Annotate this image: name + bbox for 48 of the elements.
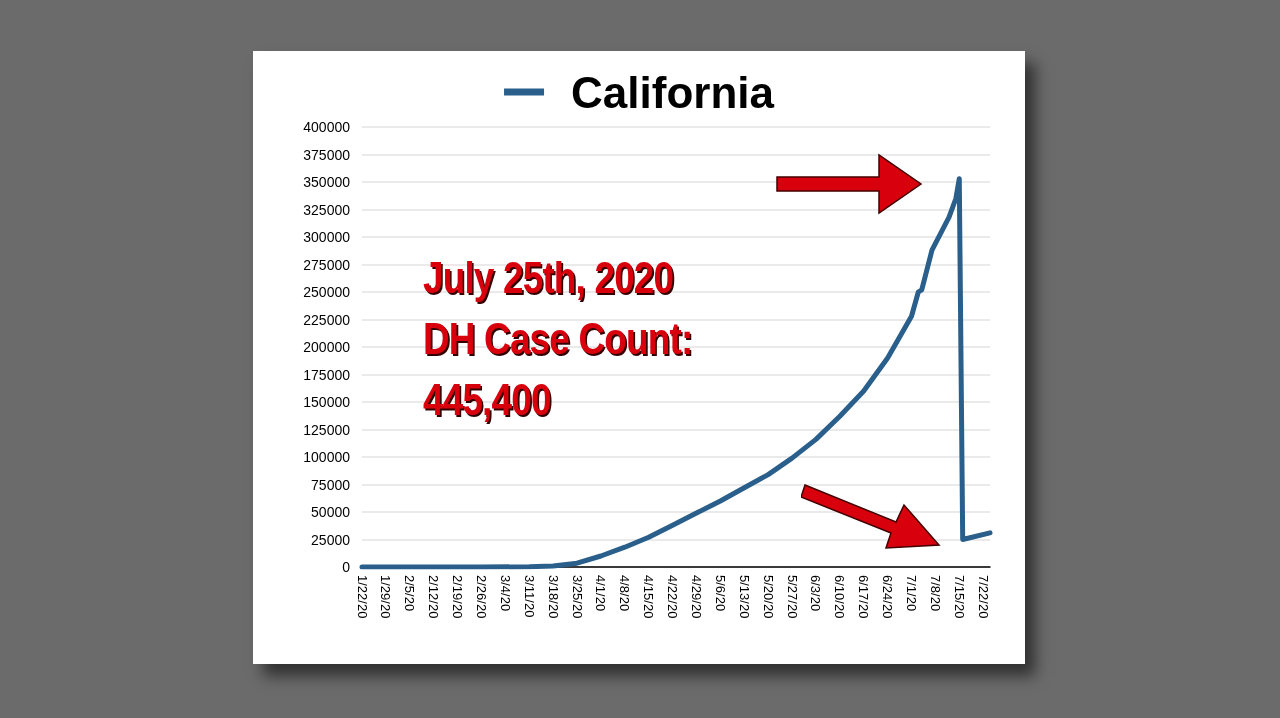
x-tick-label: 7/1/20 <box>904 575 919 612</box>
x-tick-label: 2/26/20 <box>473 575 489 619</box>
y-tick-label: 125000 <box>303 421 351 438</box>
x-tick-label: 1/29/20 <box>378 575 394 619</box>
y-tick-label: 350000 <box>303 174 351 190</box>
y-tick-label: 200000 <box>303 339 351 355</box>
annotation: 445,400 <box>423 373 552 427</box>
y-tick-label: 250000 <box>303 284 351 300</box>
x-tick-label: 3/4/20 <box>497 575 513 612</box>
x-tick-label: 3/18/20 <box>545 575 561 619</box>
y-tick-label: 275000 <box>303 256 351 273</box>
legend-label: California <box>571 67 775 117</box>
x-tick-label: 4/22/20 <box>665 575 681 619</box>
x-tick-label: 3/25/20 <box>569 575 585 619</box>
x-tick-label: 1/22/20 <box>354 575 370 619</box>
y-tick-label: 75000 <box>311 476 351 493</box>
x-tick-label: 4/29/20 <box>688 575 704 619</box>
x-tick-label: 4/8/20 <box>617 575 633 612</box>
x-tick-label: 5/20/20 <box>760 575 776 619</box>
x-tick-label: 2/19/20 <box>450 575 466 619</box>
x-tick-label: 7/15/20 <box>951 575 967 619</box>
x-tick-label: 4/1/20 <box>593 575 609 612</box>
y-tick-label: 300000 <box>303 229 351 245</box>
y-tick-label: 400000 <box>303 119 351 135</box>
y-tick-label: 225000 <box>303 311 351 328</box>
x-tick-label: 7/8/20 <box>927 575 943 612</box>
y-tick-label: 375000 <box>303 146 351 163</box>
y-tick-label: 25000 <box>311 531 351 548</box>
y-tick-label: 150000 <box>303 394 351 410</box>
x-tick-label: 2/12/20 <box>426 575 442 619</box>
y-tick-label: 100000 <box>303 449 351 465</box>
y-tick-label: 50000 <box>311 504 351 520</box>
annotation: July 25th, 2020 <box>423 251 675 305</box>
x-tick-label: 7/22/20 <box>975 575 991 619</box>
x-tick-label: 5/27/20 <box>784 575 800 619</box>
annotation: DH Case Count: <box>423 312 693 366</box>
x-tick-label: 6/3/20 <box>808 575 824 612</box>
y-tick-label: 0 <box>342 559 351 575</box>
y-tick-label: 325000 <box>303 201 351 218</box>
x-tick-label: 3/11/20 <box>521 575 537 618</box>
y-tick-label: 175000 <box>303 366 351 383</box>
x-tick-label: 5/6/20 <box>712 575 728 612</box>
x-tick-label: 6/10/20 <box>832 575 848 619</box>
x-tick-label: 2/5/20 <box>402 575 418 612</box>
x-tick-label: 5/13/20 <box>736 575 752 619</box>
x-tick-label: 6/17/20 <box>856 575 872 619</box>
x-tick-label: 6/24/20 <box>880 575 896 619</box>
x-tick-label: 4/15/20 <box>641 575 657 619</box>
